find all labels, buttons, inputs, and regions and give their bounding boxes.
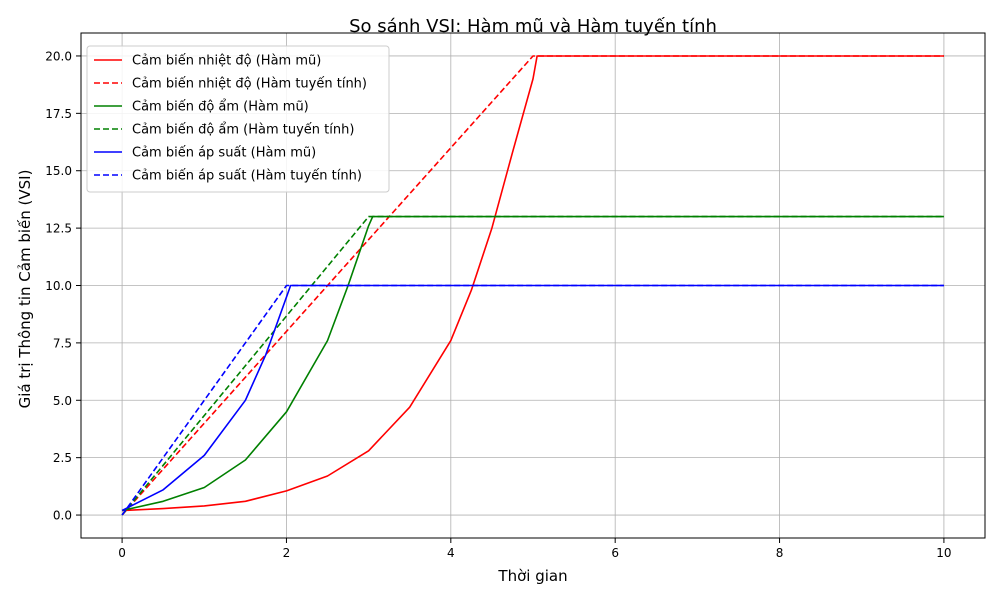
x-axis-label: Thời gian (497, 567, 567, 585)
axis-ticks: 0 2 4 6 8 10 0.0 2.5 5.0 7.5 10.0 12.5 15.0 17.5 20.0 (45, 49, 951, 560)
y-tick-label: 17.5 (45, 107, 72, 121)
chart-title: So sánh VSI: Hàm mũ và Hàm tuyến tính (349, 16, 717, 37)
series-line-2 (121, 215, 944, 512)
x-tick-label: 6 (611, 546, 619, 560)
y-tick-label: 15.0 (45, 164, 72, 178)
y-tick-label: 12.5 (45, 222, 72, 236)
y-tick-label: 10.0 (45, 279, 72, 293)
legend-label: Cảm biến độ ẩm (Hàm mũ) (132, 100, 309, 115)
x-tick-label: 2 (283, 546, 291, 560)
legend-label: Cảm biến nhiệt độ (Hàm mũ) (132, 54, 321, 69)
legend-box (86, 45, 390, 193)
series-line-0 (122, 55, 944, 512)
x-tick-label: 8 (776, 546, 784, 560)
y-tick-label: 20.0 (45, 49, 72, 63)
series-line-3 (121, 215, 944, 516)
legend-label: Cảm biến áp suất (Hàm mũ) (132, 146, 316, 161)
y-tick-label: 7.5 (53, 336, 72, 350)
legend-label: Cảm biến nhiệt độ (Hàm tuyến tính) (132, 77, 367, 92)
y-axis-label: Giá trị Thông tin Cảm biến (VSI) (16, 170, 34, 409)
legend: Cảm biến nhiệt độ (Hàm mũ) Cảm biến nhiệt… (86, 45, 390, 193)
y-tick-label: 0.0 (53, 509, 72, 523)
y-tick-label: 5.0 (53, 394, 72, 408)
legend-label: Cảm biến độ ẩm (Hàm tuyến tính) (132, 123, 354, 138)
x-tick-label: 0 (118, 546, 126, 560)
series-line-5 (121, 284, 944, 516)
y-tick-label: 2.5 (53, 451, 72, 465)
x-tick-label: 10 (936, 546, 951, 560)
series-line-4 (121, 284, 944, 512)
x-tick-label: 4 (447, 546, 455, 560)
legend-label: Cảm biến áp suất (Hàm tuyến tính) (132, 169, 362, 184)
series-lines (121, 55, 944, 516)
grid (81, 33, 985, 538)
